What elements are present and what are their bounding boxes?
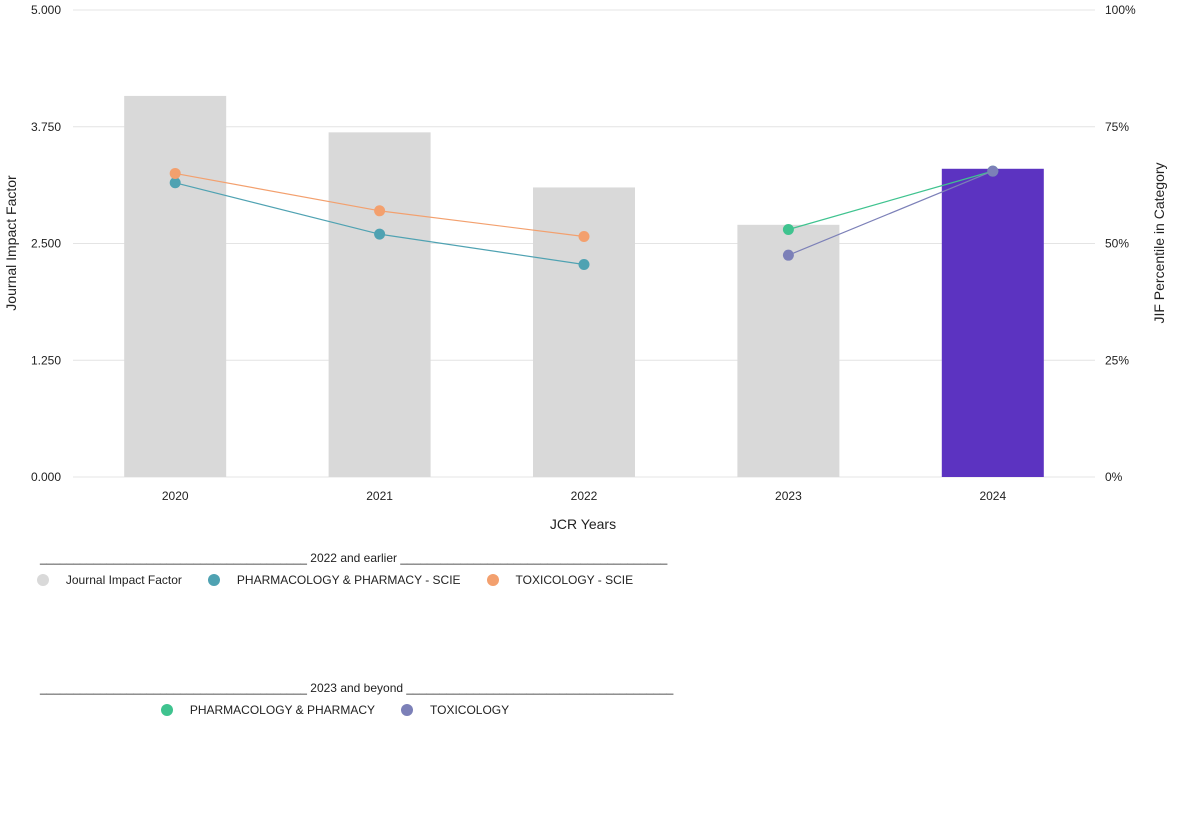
series-point-0	[578, 259, 590, 271]
toxicology-scie-dot-icon	[486, 574, 499, 586]
legend-label: PHARMACOLOGY & PHARMACY	[189, 703, 375, 717]
legend-item-toxicology-scie[interactable]: TOXICOLOGY - SCIE	[486, 573, 634, 587]
left-axis-ticks: 0.000 1.250 2.500 3.750 5.000	[31, 3, 61, 484]
bar-2024	[941, 168, 1044, 477]
x-axis-title: JCR Years	[550, 516, 616, 532]
toxicology-dot-icon	[401, 704, 413, 716]
left-tick-label: 3.750	[31, 120, 61, 134]
series-line-2	[788, 170, 993, 231]
legend-header-2023: ________________________________________…	[40, 681, 674, 695]
left-tick-label: 2.500	[31, 237, 61, 251]
left-tick-label: 5.000	[31, 3, 61, 17]
legend-header-2022: ________________________________________…	[40, 551, 668, 565]
legend-label: PHARMACOLOGY & PHARMACY - SCIE	[236, 573, 461, 587]
jif-chart: 0.000 1.250 2.500 3.750 5.000 0% 25% 50% 75% 100…	[3, 3, 1167, 532]
legend-label: Journal Impact Factor	[65, 573, 182, 587]
bar-2021	[328, 132, 431, 477]
bar-2023	[737, 224, 840, 477]
legend-item-pharmacology[interactable]: PHARMACOLOGY & PHARMACY	[160, 703, 375, 717]
legend-item-jif[interactable]: Journal Impact Factor	[36, 573, 182, 587]
left-tick-label: 0.000	[31, 470, 61, 484]
jif-dot-icon	[36, 574, 49, 586]
legend-label: TOXICOLOGY	[430, 703, 510, 717]
series-point-3	[782, 249, 794, 261]
series-line-3	[788, 170, 994, 256]
x-tick-label: 2021	[366, 489, 393, 503]
left-tick-label: 1.250	[31, 353, 61, 367]
bar-2022	[533, 187, 635, 477]
bar-2020	[124, 95, 227, 477]
legend-label: TOXICOLOGY - SCIE	[515, 573, 634, 587]
series-point-2	[782, 223, 794, 235]
right-tick-label: 0%	[1105, 470, 1123, 484]
x-tick-label: 2024	[979, 489, 1006, 503]
legend-2022-and-earlier: ________________________________________…	[36, 551, 668, 587]
pharmacology-scie-dot-icon	[207, 574, 220, 586]
series-point-1	[578, 230, 590, 242]
right-tick-label: 75%	[1105, 120, 1129, 134]
series-point-1	[169, 167, 181, 179]
legend-item-toxicology[interactable]: TOXICOLOGY	[401, 703, 509, 717]
series-point-3	[987, 165, 999, 177]
series-points	[169, 165, 999, 271]
x-tick-label: 2020	[162, 489, 189, 503]
right-tick-label: 50%	[1105, 237, 1129, 251]
x-tick-label: 2022	[571, 489, 598, 503]
bars	[124, 95, 1044, 477]
right-axis-title: JIF Percentile in Category	[1151, 162, 1167, 323]
legend-item-pharmacology-scie[interactable]: PHARMACOLOGY & PHARMACY - SCIE	[207, 573, 461, 587]
series-point-0	[169, 177, 181, 189]
x-tick-label: 2023	[775, 489, 802, 503]
x-axis-ticks: 2020 2021 2022 2023 2024	[162, 489, 1007, 503]
right-tick-label: 100%	[1105, 3, 1136, 17]
pharmacology-dot-icon	[160, 704, 173, 716]
legend-2023-and-beyond: ________________________________________…	[40, 681, 674, 717]
right-tick-label: 25%	[1105, 353, 1129, 367]
right-axis-ticks: 0% 25% 50% 75% 100%	[1105, 3, 1136, 484]
series-point-1	[374, 205, 386, 217]
left-axis-title: Journal Impact Factor	[3, 175, 19, 311]
series-point-0	[374, 228, 386, 240]
